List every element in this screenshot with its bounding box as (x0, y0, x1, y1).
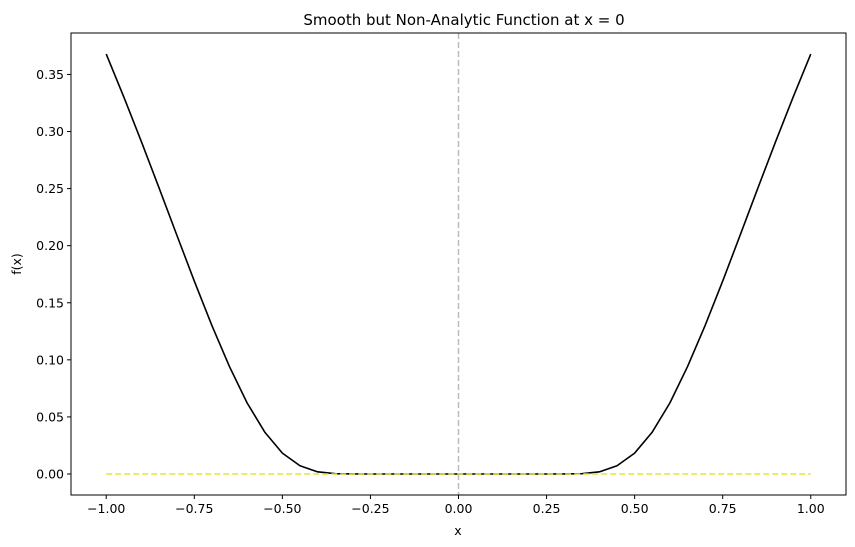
x-tick-label: 0.00 (445, 501, 473, 516)
x-tick-label: 0.25 (533, 501, 561, 516)
x-axis-ticks: −1.00 −0.75 −0.50 −0.25 0.00 0.25 0.50 0.75 1.00 (87, 495, 825, 516)
x-tick-label: −1.00 (87, 501, 125, 516)
x-tick-label: 0.50 (621, 501, 649, 516)
series-lines (105, 53, 812, 475)
y-tick-label: 0.25 (36, 181, 64, 196)
x-tick-label: −0.75 (175, 501, 213, 516)
chart-title-text: Smooth but Non-Analytic Function at x = … (303, 11, 624, 29)
chart-title: Smooth but Non-Analytic Function at x = … (303, 11, 624, 29)
x-tick-label: 0.75 (709, 501, 737, 516)
y-axis-ticks: 0.00 0.05 0.10 0.15 0.20 0.25 0.30 0.35 (36, 67, 71, 481)
y-axis-label: f(x) (9, 253, 24, 275)
y-tick-label: 0.30 (36, 124, 64, 139)
y-tick-label: 0.20 (36, 238, 64, 253)
y-tick-label: 0.05 (36, 409, 64, 424)
x-axis-label: x (454, 523, 461, 538)
y-tick-label: 0.15 (36, 295, 64, 310)
y-tick-label: 0.00 (36, 466, 64, 481)
plot-frame (70, 32, 847, 496)
x-tick-label: 1.00 (797, 501, 825, 516)
y-tick-label: 0.10 (36, 352, 64, 367)
x-tick-label: −0.50 (263, 501, 301, 516)
x-tick-label: −0.25 (351, 501, 389, 516)
y-tick-label: 0.35 (36, 67, 64, 82)
